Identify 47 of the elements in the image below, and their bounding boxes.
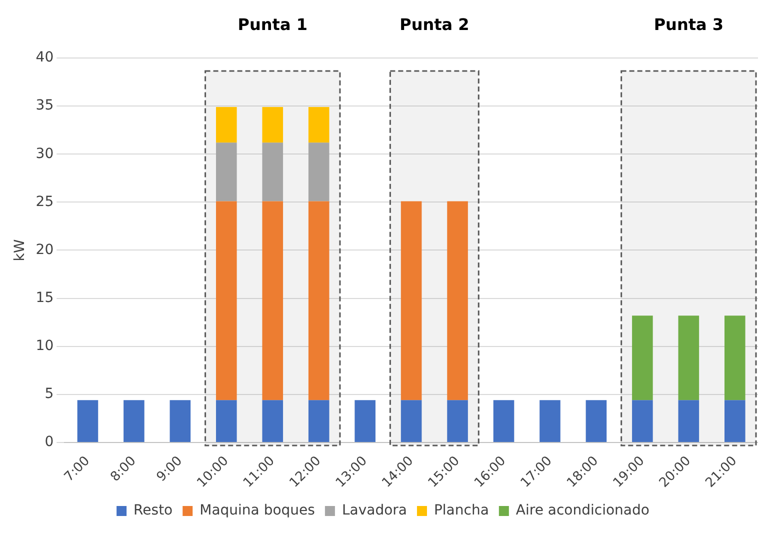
band-label: Punta 3 <box>654 15 724 34</box>
bar <box>447 400 468 442</box>
y-tick-label: 25 <box>36 194 54 210</box>
y-tick-label: 5 <box>44 386 54 402</box>
bar <box>216 201 237 400</box>
bar <box>262 201 284 400</box>
bar <box>308 201 330 400</box>
bar <box>262 142 284 202</box>
bar <box>216 142 237 202</box>
legend-label: Resto <box>134 502 173 519</box>
bar <box>77 400 98 442</box>
y-tick-label: 40 <box>36 50 54 66</box>
bar <box>632 400 653 442</box>
y-tick-label: 30 <box>36 146 54 162</box>
bar <box>216 107 237 143</box>
bar <box>308 400 330 442</box>
bar <box>262 107 284 143</box>
y-tick-label: 35 <box>36 98 54 114</box>
y-tick-label: 0 <box>44 434 54 450</box>
y-tick-label: 15 <box>36 290 54 306</box>
legend-label: Maquina boques <box>200 502 315 519</box>
band-label: Punta 2 <box>400 15 470 34</box>
bar <box>540 400 560 442</box>
legend-label: Plancha <box>434 502 489 519</box>
bar <box>400 400 422 442</box>
bar <box>262 400 284 442</box>
band-label: Punta 1 <box>238 15 308 34</box>
legend-label: Aire acondicionado <box>516 502 650 519</box>
bar <box>586 400 607 442</box>
bar <box>308 142 330 202</box>
bar <box>724 316 746 400</box>
bar <box>400 201 422 400</box>
bar <box>678 316 700 400</box>
legend-label: Lavadora <box>342 502 407 519</box>
bar <box>308 107 330 143</box>
bar <box>447 201 468 400</box>
y-tick-label: 20 <box>36 242 54 258</box>
bar <box>170 400 191 442</box>
bar <box>724 400 746 442</box>
y-tick-label: 10 <box>36 338 54 354</box>
bar <box>493 400 514 442</box>
y-axis-title: kW <box>12 239 28 262</box>
bar <box>124 400 144 442</box>
bar <box>354 400 376 442</box>
bar <box>678 400 700 442</box>
bar <box>632 316 653 400</box>
bar <box>216 400 237 442</box>
